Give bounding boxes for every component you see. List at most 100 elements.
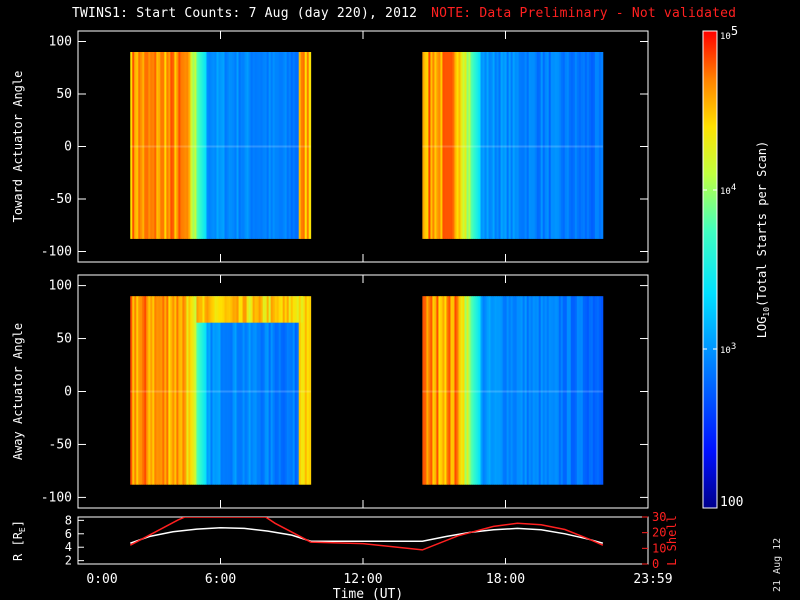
heatmap-band — [210, 296, 213, 323]
heatmap-column — [518, 296, 522, 485]
heatmap-band — [246, 296, 249, 323]
heatmap-column — [272, 52, 276, 239]
heatmap-column — [270, 52, 274, 239]
heatmap-column — [446, 52, 449, 239]
heatmap-column — [540, 52, 544, 239]
heatmap-column — [590, 52, 594, 239]
heatmap-column — [156, 52, 159, 239]
heatmap-column — [432, 296, 435, 485]
heatmap-column — [538, 296, 542, 485]
heatmap-band — [272, 296, 276, 323]
heatmap-column — [574, 52, 578, 239]
heatmap-column — [282, 296, 286, 485]
heatmap-column — [140, 52, 143, 239]
heatmap-column — [220, 52, 223, 239]
heatmap-column — [280, 296, 284, 485]
heatmap-column — [212, 52, 215, 239]
heatmap-column — [142, 52, 145, 239]
heatmap-column — [446, 296, 449, 485]
heatmap-column — [482, 296, 485, 485]
heatmap-column — [484, 52, 487, 239]
heatmap-column — [564, 296, 568, 485]
heatmap-block-1 — [130, 52, 312, 239]
heatmap-column — [590, 296, 594, 485]
heatmap-column — [164, 52, 167, 239]
heatmap-band — [284, 296, 288, 323]
heatmap-column — [478, 52, 481, 239]
heatmap-column — [440, 52, 443, 239]
heatmap-column — [522, 296, 526, 485]
heatmap-column — [188, 296, 191, 485]
heatmap-column — [204, 52, 207, 239]
heatmap-column — [218, 296, 221, 485]
heatmap-column — [576, 296, 580, 485]
x-tick-label: 0:00 — [86, 572, 117, 587]
heatmap-column — [524, 52, 528, 239]
away-panel: 100 50 0 -50 -100 Away Actuator Angle — [11, 274, 649, 509]
right-tick-label: 10 — [652, 541, 666, 555]
heatmap-column — [144, 296, 147, 485]
heatmap-column — [496, 52, 499, 239]
heatmap-column — [236, 296, 239, 485]
heatmap-column — [496, 296, 499, 485]
heatmap-column — [484, 296, 487, 485]
heatmap-column — [600, 296, 604, 485]
heatmap-column — [290, 52, 294, 239]
heatmap-column — [254, 52, 257, 239]
heatmap-band — [244, 296, 247, 323]
heatmap-column — [192, 296, 195, 485]
heatmap-column — [272, 296, 276, 485]
heatmap-column — [540, 296, 544, 485]
left-tick-label: 4 — [65, 540, 72, 554]
left-tick-label: 2 — [65, 554, 72, 568]
heatmap-band — [274, 296, 278, 323]
heatmap-column — [508, 52, 512, 239]
heatmap-column — [530, 52, 534, 239]
heatmap-column — [184, 296, 187, 485]
heatmap-column — [562, 296, 566, 485]
heatmap-column — [190, 52, 193, 239]
heatmap-column — [428, 296, 431, 485]
heatmap-column — [488, 52, 491, 239]
heatmap-column — [176, 52, 179, 239]
heatmap-band — [254, 296, 257, 323]
heatmap-block-1 — [130, 296, 312, 485]
heatmap-column — [268, 296, 272, 485]
heatmap-column — [190, 296, 193, 485]
heatmap-column — [552, 296, 556, 485]
heatmap-column — [206, 52, 209, 239]
heatmap-column — [594, 52, 598, 239]
heatmap-column — [292, 296, 296, 485]
heatmap-column — [194, 296, 197, 485]
y-tick-label: 50 — [56, 87, 72, 102]
heatmap-column — [470, 296, 473, 485]
heatmap-column — [308, 296, 312, 485]
heatmap-column — [278, 296, 282, 485]
heatmap-column — [500, 296, 503, 485]
heatmap-column — [208, 52, 211, 239]
heatmap-column — [468, 52, 471, 239]
heatmap-column — [138, 52, 141, 239]
heatmap-column — [516, 52, 520, 239]
heatmap-band — [206, 296, 209, 323]
y-tick-label: -50 — [49, 437, 72, 452]
heatmap-column — [476, 52, 479, 239]
y-tick-label: 100 — [49, 279, 72, 294]
heatmap-column — [208, 296, 211, 485]
y-tick-label: -50 — [49, 192, 72, 207]
heatmap-column — [462, 52, 465, 239]
heatmap-band — [240, 296, 243, 323]
heatmap-column — [546, 296, 550, 485]
heatmap-column — [466, 52, 469, 239]
heatmap-band — [298, 296, 302, 323]
heatmap-column — [258, 52, 262, 239]
heatmap-column — [178, 52, 181, 239]
heatmap-band — [280, 296, 284, 323]
heatmap-band — [196, 296, 199, 323]
heatmap-column — [558, 52, 562, 239]
radius-line — [130, 526, 604, 544]
heatmap-column — [150, 52, 153, 239]
heatmap-column — [552, 52, 556, 239]
y-axis-label: Away Actuator Angle — [11, 323, 25, 460]
heatmap-column — [240, 52, 243, 239]
